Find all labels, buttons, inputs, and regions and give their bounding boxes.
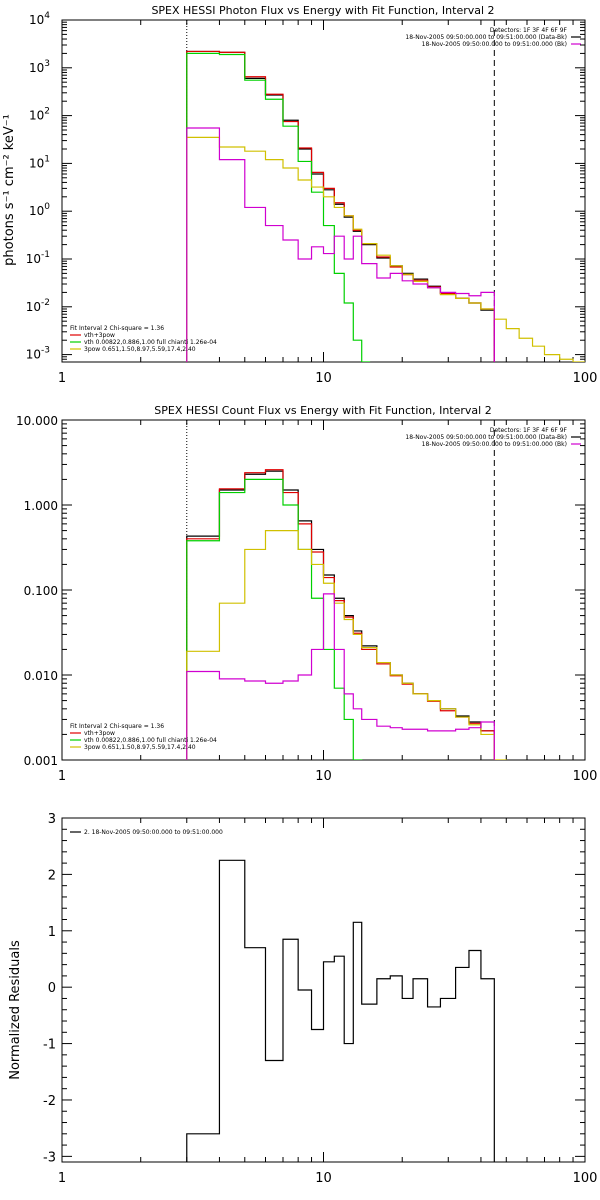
photon-ytick-label: 10-2: [26, 298, 50, 314]
residuals-xtick-label: 10: [315, 1171, 332, 1186]
photon-flux-panel: SPEX HESSI Photon Flux vs Energy with Fi…: [2, 4, 597, 386]
count-flux-panel: SPEX HESSI Count Flux vs Energy with Fit…: [16, 404, 597, 784]
photon-legend-left: Fit Interval 2 Chi-square = 1.36 vth+3po…: [70, 325, 217, 353]
count-series-group: [186, 420, 507, 760]
count-legend-left: Fit Interval 2 Chi-square = 1.36 vth+3po…: [70, 723, 217, 751]
count-ytick-label: 0.100: [24, 584, 58, 598]
photon-xtick-label: 10: [315, 371, 332, 386]
count-chart-title: SPEX HESSI Count Flux vs Energy with Fit…: [154, 404, 491, 417]
photon-legend-detectors: Detectors: 1F 3F 4F 6F 9F: [490, 27, 568, 34]
photon-xtick-label: 1: [58, 371, 66, 386]
photon-ytick-label: 102: [29, 107, 50, 123]
residuals-xtick-label: 1: [58, 1171, 66, 1186]
photon-ticks: [61, 19, 585, 363]
residuals-ytick-label: -2: [43, 1094, 56, 1109]
photon-ytick-label: 10-1: [26, 250, 50, 266]
photon-ytick-label: 101: [29, 154, 50, 170]
count-series-1: [186, 469, 495, 760]
residuals-ytick-label: 2: [48, 868, 56, 883]
count-series-0: [186, 470, 495, 760]
residuals-ytick-label: 0: [48, 981, 56, 996]
count-ytick-label: 0.010: [24, 669, 58, 683]
residuals-ytick-label: 1: [48, 925, 56, 940]
photon-legend-vth: vth 0.00822,0.886,1.00 full chianti 1.26…: [84, 339, 217, 346]
photon-ytick-label: 103: [29, 59, 50, 75]
count-xtick-label: 10: [315, 769, 332, 784]
count-ytick-label: 0.001: [24, 754, 58, 768]
residuals-x-tick-labels: 1 10 100: [58, 1171, 598, 1186]
photon-series-3: [186, 136, 585, 362]
photon-legend-data-bk: 18-Nov-2005 09:50:00.000 to 09:51:00.000…: [405, 34, 567, 41]
count-legend-vth-3pow: vth+3pow: [84, 730, 115, 737]
count-y-tick-labels: 0.001 0.010 0.100 1.000 10.000: [16, 414, 58, 768]
residuals-ytick-label: -3: [43, 1150, 56, 1165]
photon-legend-vth-3pow: vth+3pow: [84, 332, 115, 339]
count-legend-bk: 18-Nov-2005 09:50:00.000 to 09:51:00.000…: [422, 441, 567, 448]
count-axes-frame: [61, 419, 586, 761]
count-legend-data-bk: 18-Nov-2005 09:50:00.000 to 09:51:00.000…: [405, 434, 567, 441]
count-x-tick-labels: 1 10 100: [58, 769, 598, 784]
photon-legend-right: Detectors: 1F 3F 4F 6F 9F 18-Nov-2005 09…: [405, 27, 581, 48]
residuals-xtick-label: 100: [573, 1171, 598, 1186]
photon-y-tick-labels: 10-3 10-2 10-1 100 101 102 103 104: [26, 11, 51, 362]
count-series-4: [186, 593, 495, 760]
photon-legend-3pow: 3pow 0.651,1.50,8.97,5.59,17.4,2.40: [84, 346, 196, 353]
photon-x-tick-labels: 1 10 100: [58, 371, 598, 386]
count-legend-detectors: Detectors: 1F 3F 4F 6F 9F: [490, 427, 568, 434]
count-series-3: [186, 529, 507, 760]
residuals-legend-interval: 2. 18-Nov-2005 09:50:00.000 to 09:51:00.…: [84, 829, 223, 836]
residuals-ytick-label: -1: [43, 1038, 56, 1053]
photon-ytick-label: 100: [29, 202, 50, 218]
residuals-legend: 2. 18-Nov-2005 09:50:00.000 to 09:51:00.…: [70, 829, 223, 836]
residuals-y-axis-label: Normalized Residuals: [8, 940, 23, 1080]
photon-ytick-label: 104: [29, 11, 50, 27]
count-legend-3pow: 3pow 0.651,1.50,8.97,5.59,17.4,2.40: [84, 744, 196, 751]
count-legend-fit-interval: Fit Interval 2 Chi-square = 1.36: [70, 723, 164, 730]
photon-chart-title: SPEX HESSI Photon Flux vs Energy with Fi…: [151, 4, 494, 17]
photon-xtick-label: 100: [573, 371, 598, 386]
photon-series-1: [186, 50, 495, 362]
photon-series-2: [186, 52, 371, 362]
photon-legend-bk: 18-Nov-2005 09:50:00.000 to 09:51:00.000…: [422, 41, 567, 48]
count-legend-right: Detectors: 1F 3F 4F 6F 9F 18-Nov-2005 09…: [405, 427, 581, 448]
photon-y-axis-label: photons s⁻¹ cm⁻² keV⁻¹: [2, 114, 17, 266]
photon-legend-fit-interval: Fit Interval 2 Chi-square = 1.36: [70, 325, 164, 332]
photon-series-4: [186, 127, 495, 362]
count-series-2: [186, 478, 363, 760]
count-xtick-label: 1: [58, 769, 66, 784]
count-plot-area: [61, 419, 586, 761]
count-legend-vth: vth 0.00822,0.886,1.00 full chianti 1.26…: [84, 737, 217, 744]
count-xtick-label: 100: [573, 769, 598, 784]
photon-series-group: [186, 20, 585, 362]
residuals-ytick-label: 3: [48, 812, 56, 827]
count-ticks: [61, 419, 585, 761]
residuals-series-0: [186, 859, 495, 1162]
residuals-y-tick-labels: -3 -2 -1 0 1 2 3: [43, 812, 56, 1165]
residuals-panel: Normalized Residuals -3 -2 -1 0 1 2 3 1 …: [8, 812, 597, 1186]
residuals-series-group: [186, 859, 495, 1162]
count-ytick-label: 10.000: [16, 414, 58, 428]
residuals-ticks: [61, 817, 585, 1162]
photon-ytick-label: 10-3: [26, 346, 50, 362]
count-ytick-label: 1.000: [24, 499, 58, 513]
